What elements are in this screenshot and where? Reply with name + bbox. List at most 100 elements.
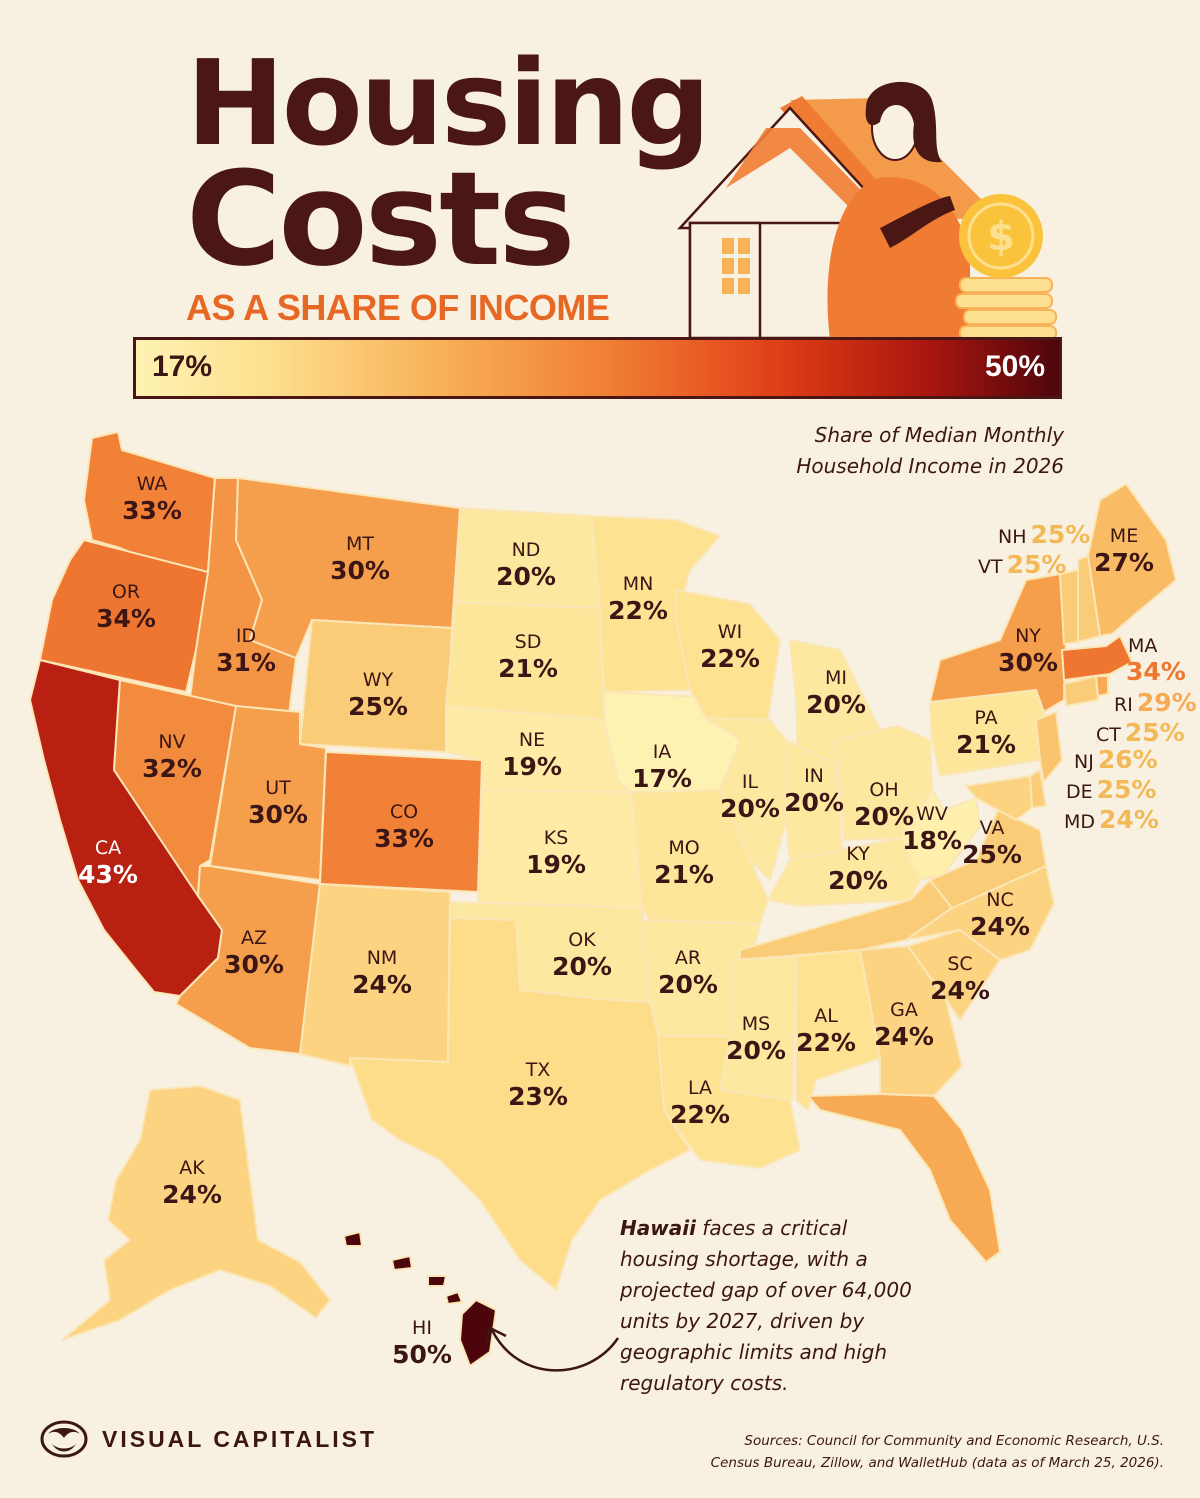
- state-ms: [719, 955, 797, 1101]
- state-abbr: PA: [974, 707, 998, 729]
- state-sc: [907, 929, 1001, 1021]
- state-abbr: IA: [652, 741, 672, 763]
- state-value: 19%: [526, 850, 586, 879]
- state-value: 25%: [348, 692, 408, 721]
- state-abbr: NE: [518, 729, 546, 751]
- state-label-az: AZ 30%: [224, 926, 284, 980]
- state-label-me: ME 27%: [1094, 524, 1154, 578]
- state-label-pa: PA 21%: [956, 706, 1016, 760]
- state-value: 25%: [1096, 775, 1157, 804]
- state-value: 23%: [508, 1082, 568, 1111]
- state-value: 24%: [970, 912, 1030, 941]
- color-scale-legend: 17% 50%: [133, 337, 1062, 399]
- state-value: 34%: [96, 604, 156, 633]
- state-value: 43%: [78, 860, 138, 889]
- state-value: 30%: [248, 800, 308, 829]
- state-value: 20%: [806, 690, 866, 719]
- visual-capitalist-logo-icon: [40, 1420, 88, 1458]
- state-label-id: ID 31%: [216, 624, 276, 678]
- state-value: 21%: [956, 730, 1016, 759]
- state-label-ut: UT 30%: [248, 776, 308, 830]
- state-label-mn: MN 22%: [608, 572, 668, 626]
- state-value: 22%: [608, 596, 668, 625]
- state-abbr: UT: [265, 777, 291, 799]
- state-label-wy: WY 25%: [348, 668, 408, 722]
- state-label-ms: MS 20%: [726, 1012, 786, 1066]
- state-value: 20%: [720, 794, 780, 823]
- state-abbr: NY: [1015, 625, 1041, 647]
- map-note: Share of Median Monthly Household Income…: [744, 420, 1064, 482]
- state-value: 21%: [498, 654, 558, 683]
- state-label-wv: WV 18%: [902, 802, 962, 856]
- state-abbr: ME: [1109, 525, 1139, 547]
- state-label-nd: ND 20%: [496, 538, 556, 592]
- state-value: 18%: [902, 826, 962, 855]
- state-label-ri: RI 29%: [1114, 688, 1197, 717]
- state-fl: [807, 1093, 1001, 1263]
- state-value: 29%: [1136, 688, 1197, 717]
- state-label-ia: IA 17%: [632, 740, 692, 794]
- state-label-wi: WI 22%: [700, 620, 760, 674]
- state-label-oh: OH 20%: [854, 778, 914, 832]
- state-label-co: CO 33%: [374, 800, 434, 854]
- state-abbr: AK: [179, 1157, 205, 1179]
- subtitle: AS A SHARE OF INCOME: [186, 287, 610, 328]
- legend-max-label: 50%: [984, 350, 1045, 383]
- state-label-mi: MI 20%: [806, 666, 866, 720]
- state-abbr: NC: [986, 889, 1014, 911]
- state-value: 24%: [930, 976, 990, 1005]
- state-value: 25%: [1124, 718, 1185, 747]
- state-abbr: MA: [1128, 635, 1158, 657]
- state-value: 30%: [998, 648, 1058, 677]
- state-value: 20%: [854, 802, 914, 831]
- state-label-hi: HI 50%: [392, 1316, 452, 1370]
- state-label-nh: NH 25%: [998, 520, 1090, 549]
- state-label-in: IN 20%: [784, 764, 844, 818]
- state-abbr: KY: [846, 843, 870, 865]
- state-label-ma: MA 34%: [1126, 635, 1186, 686]
- state-value: 25%: [1030, 520, 1091, 549]
- state-nj: [1035, 711, 1063, 783]
- title-line-2: Costs: [186, 143, 576, 295]
- state-value: 34%: [1126, 657, 1186, 686]
- callout-text: faces a critical housing shortage, with …: [620, 1216, 912, 1395]
- state-value: 21%: [654, 860, 714, 889]
- state-wv: [899, 789, 981, 881]
- state-label-il: IL 20%: [720, 770, 780, 824]
- state-value: 22%: [700, 644, 760, 673]
- state-label-wa: WA 33%: [122, 472, 182, 526]
- state-label-ca: CA 43%: [78, 836, 138, 890]
- state-label-ny: NY 30%: [998, 624, 1058, 678]
- svg-text:$: $: [987, 214, 1015, 260]
- state-value: 20%: [828, 866, 888, 895]
- state-label-tx: TX 23%: [508, 1058, 568, 1112]
- state-label-ky: KY 20%: [828, 842, 888, 896]
- state-abbr: MN: [622, 573, 654, 595]
- state-vt: [1059, 569, 1079, 645]
- state-label-de: DE 25%: [1066, 775, 1156, 804]
- state-abbr: OK: [568, 929, 596, 951]
- state-label-vt: VT 25%: [978, 550, 1066, 579]
- state-abbr: TX: [525, 1059, 551, 1081]
- state-value: 30%: [330, 556, 390, 585]
- state-value: 24%: [1099, 805, 1159, 834]
- state-value: 50%: [392, 1340, 452, 1369]
- state-abbr: WY: [362, 669, 394, 691]
- state-hi: [343, 1231, 497, 1367]
- state-abbr: NH: [998, 526, 1027, 548]
- state-label-al: AL 22%: [796, 1004, 856, 1058]
- state-abbr: CT: [1096, 724, 1121, 746]
- map-note-line-1: Share of Median Monthly: [814, 423, 1064, 447]
- state-label-ga: GA 24%: [874, 998, 934, 1052]
- state-abbr: RI: [1114, 694, 1133, 716]
- state-label-nm: NM 24%: [352, 946, 412, 1000]
- state-value: 24%: [162, 1180, 222, 1209]
- brand-name: VISUAL CAPITALIST: [102, 1425, 378, 1452]
- state-abbr: IL: [741, 771, 759, 793]
- state-abbr: DE: [1066, 781, 1093, 803]
- state-value: 26%: [1097, 745, 1158, 774]
- state-abbr: NJ: [1074, 751, 1094, 773]
- state-abbr: OR: [111, 581, 141, 603]
- state-value: 22%: [796, 1028, 856, 1057]
- state-label-md: MD 24%: [1064, 805, 1159, 834]
